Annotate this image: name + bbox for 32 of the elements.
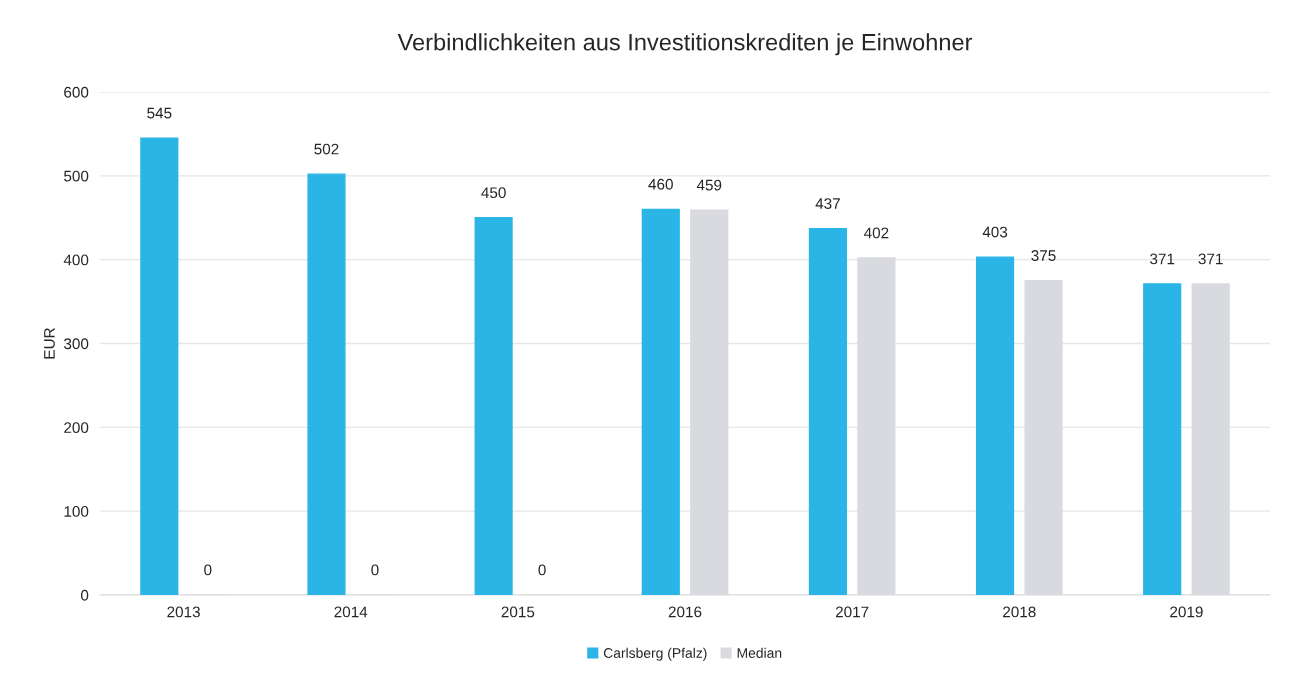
x-tick-label: 2018 [1003, 606, 1036, 618]
y-tick-label: 400 [63, 254, 89, 266]
data-label: 459 [696, 179, 722, 191]
data-label: 0 [204, 564, 212, 576]
y-axis-title: EUR [44, 328, 55, 359]
data-label: 502 [314, 143, 339, 155]
legend-label: Median [737, 647, 782, 658]
y-tick-label: 500 [64, 170, 89, 182]
x-tick-label: 2016 [668, 606, 702, 618]
data-label: 375 [1031, 250, 1056, 261]
y-tick-label: 100 [64, 506, 89, 517]
x-tick-label: 2017 [835, 606, 869, 618]
y-tick-label: 300 [63, 338, 89, 350]
data-label: 403 [982, 226, 1008, 238]
data-label: 545 [147, 107, 172, 119]
data-label: 0 [538, 564, 546, 576]
data-label: 460 [648, 178, 673, 190]
data-label: 437 [815, 198, 840, 209]
data-label: 450 [481, 187, 506, 199]
data-label: 402 [863, 227, 889, 239]
y-tick-label: 600 [64, 86, 89, 98]
chart-title: Verbindlichkeiten aus Investitionskrediten je Einwohner [397, 33, 973, 56]
y-tick-label: 200 [64, 422, 89, 434]
x-tick-label: 2013 [167, 606, 200, 618]
y-tick-label: 0 [80, 589, 89, 601]
data-label: 371 [1198, 253, 1223, 265]
legend-label: Carlsberg (Pfalz) [603, 647, 707, 661]
x-tick-label: 2015 [501, 606, 535, 618]
x-tick-label: 2019 [1170, 606, 1203, 618]
data-label: 0 [371, 564, 379, 576]
data-label: 371 [1150, 253, 1175, 265]
x-tick-label: 2014 [334, 606, 368, 618]
